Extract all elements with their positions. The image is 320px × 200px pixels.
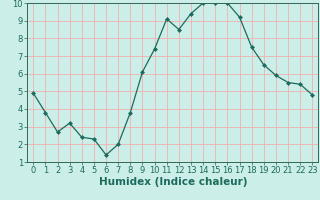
X-axis label: Humidex (Indice chaleur): Humidex (Indice chaleur) <box>99 177 247 187</box>
